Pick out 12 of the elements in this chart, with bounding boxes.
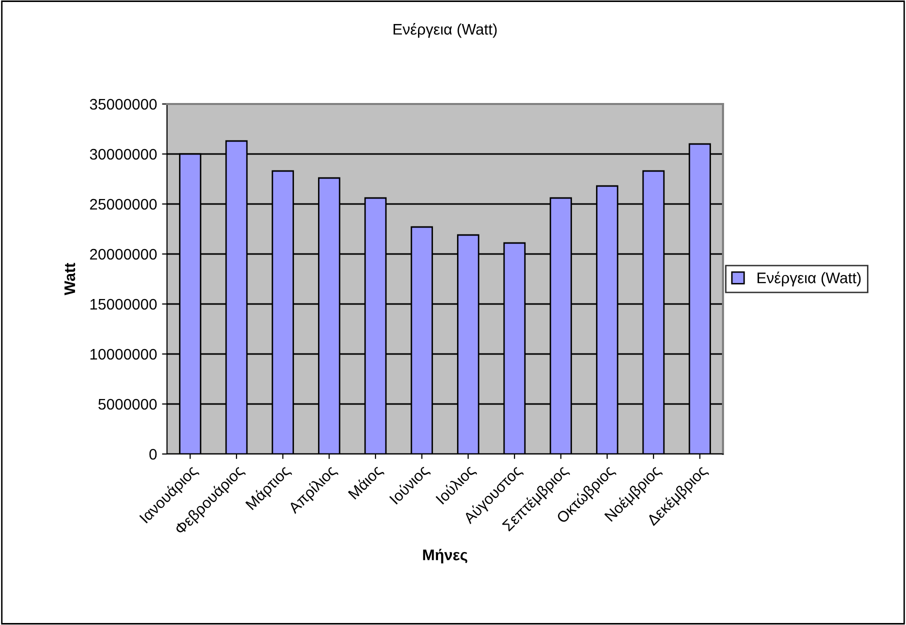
x-axis-title: Μήνες bbox=[423, 548, 468, 564]
y-tick-label: 5000000 bbox=[98, 398, 157, 410]
y-tick-label: 10000000 bbox=[90, 348, 157, 360]
y-tick-label: 20000000 bbox=[90, 248, 157, 260]
legend-label: Ενέργεια (Watt) bbox=[758, 272, 861, 286]
y-axis-title: Watt bbox=[64, 262, 76, 296]
chart-title: Ενέργεια (Watt) bbox=[394, 23, 497, 38]
y-tick-label: 0 bbox=[149, 448, 157, 460]
y-tick-label: 35000000 bbox=[90, 98, 157, 110]
y-tick-label: 25000000 bbox=[90, 198, 157, 210]
y-tick-label: 15000000 bbox=[90, 298, 157, 310]
y-tick-label: 30000000 bbox=[90, 148, 157, 160]
